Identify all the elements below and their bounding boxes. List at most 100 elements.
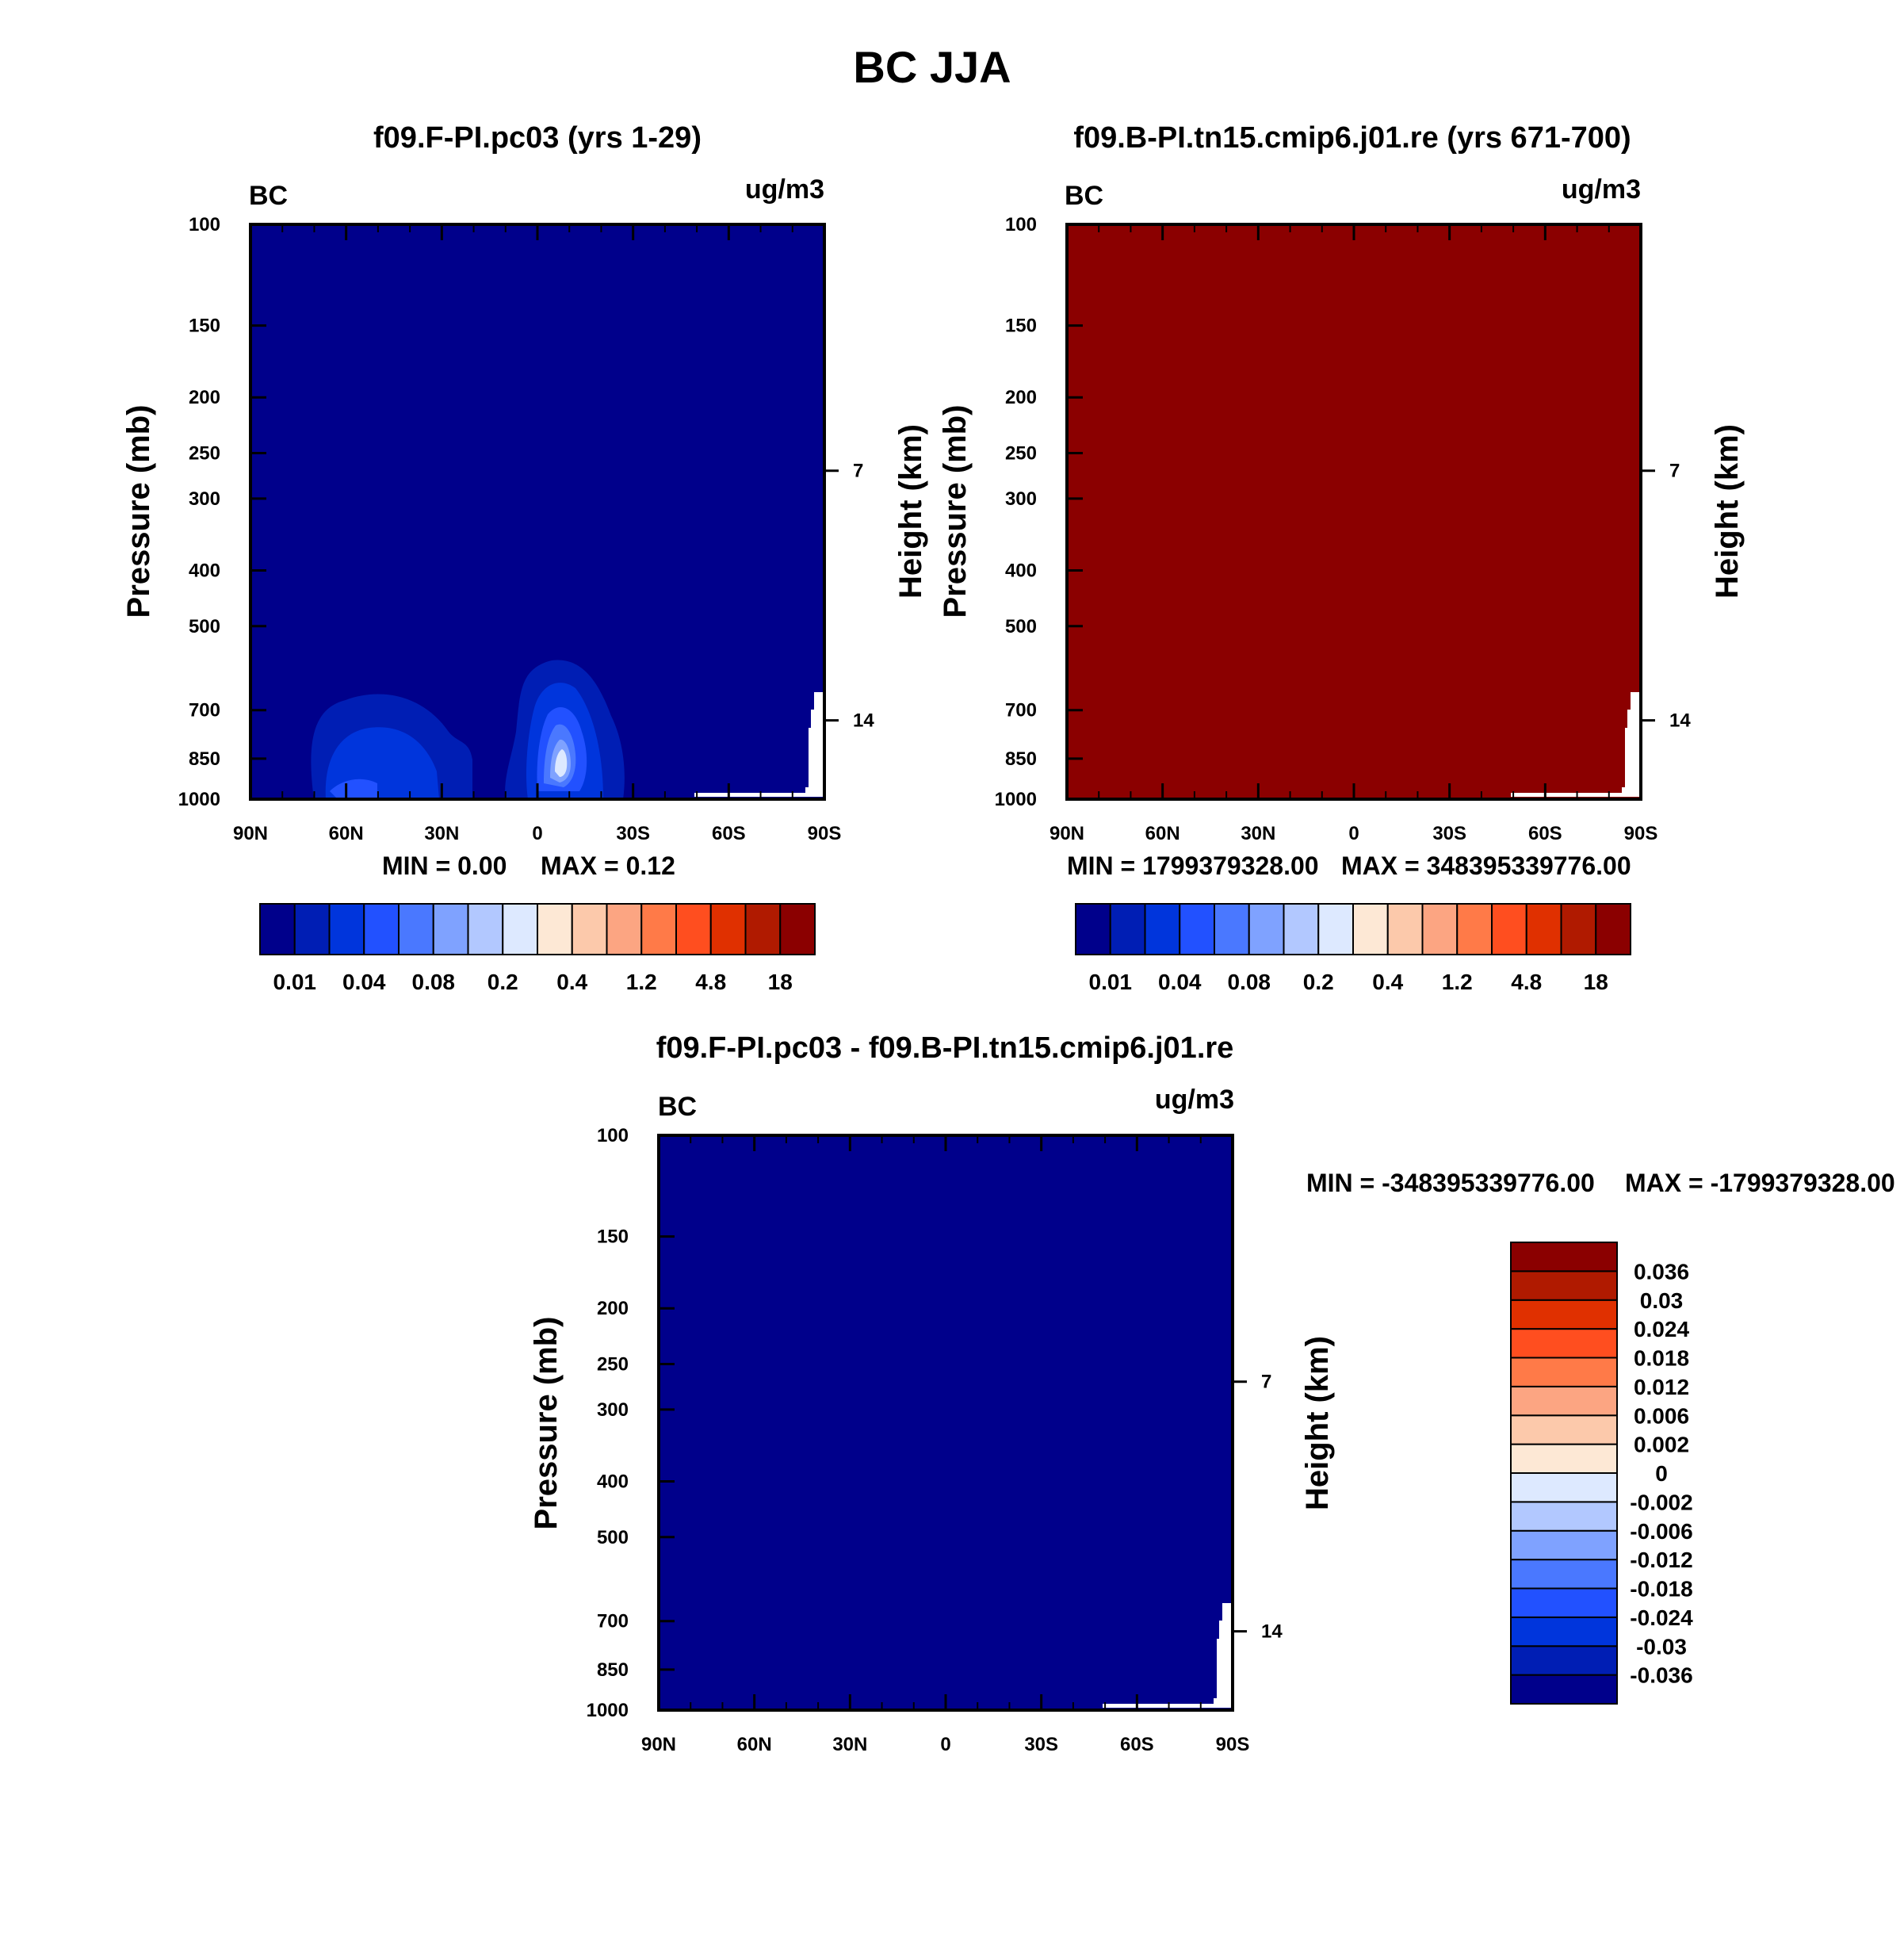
y-tick-label: 400 <box>189 560 220 581</box>
y-tick-label: 500 <box>1005 616 1037 637</box>
colorbar-box <box>1248 903 1285 955</box>
panel-difference-units-label: ug/m3 <box>1155 1085 1234 1115</box>
x-tick-label: 0 <box>532 823 542 844</box>
colorbar-box <box>1144 903 1181 955</box>
colorbar-box <box>1510 1270 1618 1301</box>
colorbar-box <box>1510 1645 1618 1676</box>
colorbar-label: 0.018 <box>1634 1346 1689 1371</box>
panel-control-y-axis-title: Pressure (mb) <box>121 405 156 618</box>
y-tick-label: 300 <box>597 1399 629 1421</box>
colorbar-label: 0.002 <box>1634 1433 1689 1457</box>
panel-experiment-units-label: ug/m3 <box>1562 174 1641 205</box>
colorbar-label: -0.018 <box>1630 1577 1692 1602</box>
x-tick-label: 30S <box>1432 823 1466 844</box>
panel-experiment-min-label: MIN = 1799379328.00 <box>1067 851 1319 880</box>
panel-experiment-title: f09.B-PI.tn15.cmip6.j01.re (yrs 671-700) <box>1073 121 1631 155</box>
colorbar-box <box>1510 1443 1618 1474</box>
colorbar-label: 0.2 <box>1303 970 1334 994</box>
y-tick-label: 400 <box>1005 560 1037 581</box>
panel-difference-title: f09.F-PI.pc03 - f09.B-PI.tn15.cmip6.j01.… <box>656 1031 1234 1065</box>
y2-tick-label: 14 <box>1261 1621 1283 1643</box>
colorbar-box <box>1352 903 1389 955</box>
colorbar-box <box>1510 1674 1618 1705</box>
x-tick-label: 30N <box>832 1734 867 1755</box>
colorbar-box <box>606 903 643 955</box>
colorbar-label: 4.8 <box>695 970 726 994</box>
colorbar-box <box>779 903 816 955</box>
y2-tick-label: 7 <box>1261 1372 1271 1393</box>
colorbar-label: 0.04 <box>342 970 386 994</box>
colorbar-box <box>709 903 747 955</box>
colorbar-box <box>432 903 469 955</box>
colorbar-label: -0.036 <box>1630 1663 1692 1688</box>
colorbar-label: 0.08 <box>412 970 456 994</box>
colorbar-label: -0.024 <box>1630 1605 1693 1630</box>
colorbar-box <box>1214 903 1250 955</box>
y-tick-label: 300 <box>189 488 220 510</box>
y2-tick-label: 7 <box>853 461 863 482</box>
panel-difference-max-label: MAX = -1799379328.00 <box>1625 1169 1895 1197</box>
panel-experiment-fill <box>1067 224 1641 799</box>
colorbar-box <box>1386 903 1424 955</box>
panel-difference-fill <box>659 1135 1233 1710</box>
colorbar-label: 4.8 <box>1511 970 1542 994</box>
panel-experiment-missing-region <box>1511 692 1641 797</box>
panel-difference: f09.F-PI.pc03 - f09.B-PI.tn15.cmip6.j01.… <box>529 1031 1895 1755</box>
colorbar-label: 18 <box>768 970 793 994</box>
colorbar-label: 0.03 <box>1640 1288 1684 1313</box>
y-tick-label: 850 <box>1005 748 1037 770</box>
y2-tick-label: 14 <box>1669 710 1691 732</box>
y-tick-label: 100 <box>189 214 220 235</box>
panel-experiment-colorbar: 0.01 0.04 0.08 0.2 0.4 1.2 4.8 18 <box>1075 903 1631 994</box>
panel-difference-min-label: MIN = -348395339776.00 <box>1306 1169 1595 1197</box>
colorbar-box <box>744 903 782 955</box>
colorbar-box <box>1510 1472 1618 1503</box>
y-tick-label: 850 <box>597 1659 629 1681</box>
panel-difference-plot: 90N 60N 30N 0 30S 60S 90S 100 150 200 250 300 400 500… <box>587 1125 1283 1755</box>
colorbar-box <box>1510 1328 1618 1359</box>
colorbar-label: 0.04 <box>1158 970 1202 994</box>
panel-difference-axes: 90N 60N 30N 0 30S 60S 90S 100 150 200 250 300 400 500… <box>587 1125 1283 1755</box>
y-tick-label: 200 <box>597 1298 629 1319</box>
y-tick-label: 1000 <box>178 789 220 810</box>
colorbar-box <box>259 903 296 955</box>
colorbar-box <box>1510 1242 1618 1272</box>
colorbar-label: 0.024 <box>1634 1317 1689 1341</box>
panel-control-plot: 90N 60N 30N 0 30S 60S 90S 100 150 200 250 300 400 500… <box>178 214 875 844</box>
colorbar-box <box>537 903 573 955</box>
y-tick-label: 700 <box>597 1611 629 1632</box>
x-tick-label: 90N <box>233 823 268 844</box>
panel-experiment-y-axis-title: Pressure (mb) <box>938 405 973 618</box>
x-tick-label: 60N <box>329 823 364 844</box>
x-tick-label: 60N <box>1145 823 1180 844</box>
panel-difference-y2-axis-title: Height (km) <box>1300 1336 1335 1510</box>
colorbar-box <box>1456 903 1493 955</box>
y2-tick-label: 14 <box>853 710 874 732</box>
colorbar-box <box>1317 903 1354 955</box>
colorbar-box <box>1525 903 1562 955</box>
x-tick-label: 30N <box>1241 823 1275 844</box>
panel-control-units-label: ug/m3 <box>745 174 824 205</box>
y-tick-label: 150 <box>597 1226 629 1248</box>
colorbar-label: 0.4 <box>556 970 587 994</box>
panel-experiment-y2-axis-title: Height (km) <box>1710 424 1745 599</box>
colorbar-box <box>1109 903 1146 955</box>
colorbar-box <box>1510 1559 1618 1590</box>
panel-control: f09.F-PI.pc03 (yrs 1-29) BC ug/m3 90N 60N… <box>121 121 928 994</box>
y2-tick-label: 7 <box>1669 461 1680 482</box>
colorbar-box <box>1510 1357 1618 1387</box>
colorbar-box <box>502 903 538 955</box>
contour-nh-core <box>330 779 377 799</box>
x-tick-label: 30S <box>616 823 650 844</box>
colorbar-box <box>1421 903 1459 955</box>
figure-title: BC JJA <box>853 42 1011 92</box>
colorbar-label: 0.006 <box>1634 1403 1689 1428</box>
panel-control-missing-region <box>694 692 824 797</box>
panel-experiment: f09.B-PI.tn15.cmip6.j01.re (yrs 671-700)… <box>938 121 1745 994</box>
x-tick-label: 90N <box>1049 823 1084 844</box>
x-tick-label: 90S <box>808 823 842 844</box>
colorbar-box <box>1283 903 1320 955</box>
x-tick-label: 90N <box>641 1734 676 1755</box>
colorbar-box <box>363 903 400 955</box>
